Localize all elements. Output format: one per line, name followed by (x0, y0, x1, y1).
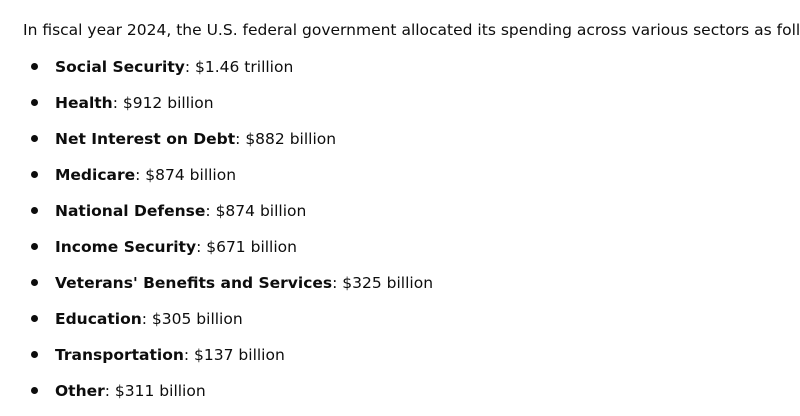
item-value: : $137 billion (183, 346, 285, 364)
item-value: : $1.46 trillion (184, 58, 294, 76)
item-value: : $325 billion (332, 274, 434, 292)
item-label: Income Security (55, 238, 197, 256)
list-item-social-security: Social Security: $1.46 trillion (0, 56, 433, 92)
bullet-icon (31, 63, 38, 70)
item-label: Other (55, 382, 105, 400)
list-item-medicare: Medicare: $874 billion (0, 164, 433, 200)
item-label: National Defense (55, 202, 206, 220)
item-label: Transportation (55, 346, 184, 364)
list-item-health: Health: $912 billion (0, 92, 433, 128)
item-label: Social Security (55, 58, 185, 76)
bullet-icon (31, 207, 38, 214)
list-item-income-security: Income Security: $671 billion (0, 236, 433, 272)
item-label: Education (55, 310, 142, 328)
item-label: Medicare (55, 166, 136, 184)
intro-paragraph: In fiscal year 2024, the U.S. federal go… (23, 21, 800, 39)
item-value: : $912 billion (112, 94, 214, 112)
item-value: : $671 billion (196, 238, 297, 256)
bullet-icon (31, 171, 38, 178)
list-item-other: Other: $311 billion (0, 380, 433, 416)
list-item-veterans-benefits: Veterans' Benefits and Services: $325 bi… (0, 272, 433, 308)
spending-list: Social Security: $1.46 trillion Health: … (0, 56, 433, 416)
item-label: Net Interest on Debt (55, 130, 236, 148)
bullet-icon (31, 279, 38, 286)
list-item-net-interest: Net Interest on Debt: $882 billion (0, 128, 433, 164)
item-label: Veterans' Benefits and Services (55, 274, 333, 292)
item-value: : $874 billion (135, 166, 237, 184)
bullet-icon (31, 99, 38, 106)
list-item-transportation: Transportation: $137 billion (0, 344, 433, 380)
list-item-national-defense: National Defense: $874 billion (0, 200, 433, 236)
bullet-icon (31, 351, 38, 358)
bullet-icon (31, 387, 38, 394)
item-value: : $305 billion (141, 310, 243, 328)
item-label: Health (55, 94, 113, 112)
bullet-icon (31, 135, 38, 142)
list-item-education: Education: $305 billion (0, 308, 433, 344)
item-value: : $882 billion (235, 130, 337, 148)
bullet-icon (31, 315, 38, 322)
item-value: : $311 billion (104, 382, 206, 400)
item-value: : $874 billion (205, 202, 307, 220)
bullet-icon (31, 243, 38, 250)
